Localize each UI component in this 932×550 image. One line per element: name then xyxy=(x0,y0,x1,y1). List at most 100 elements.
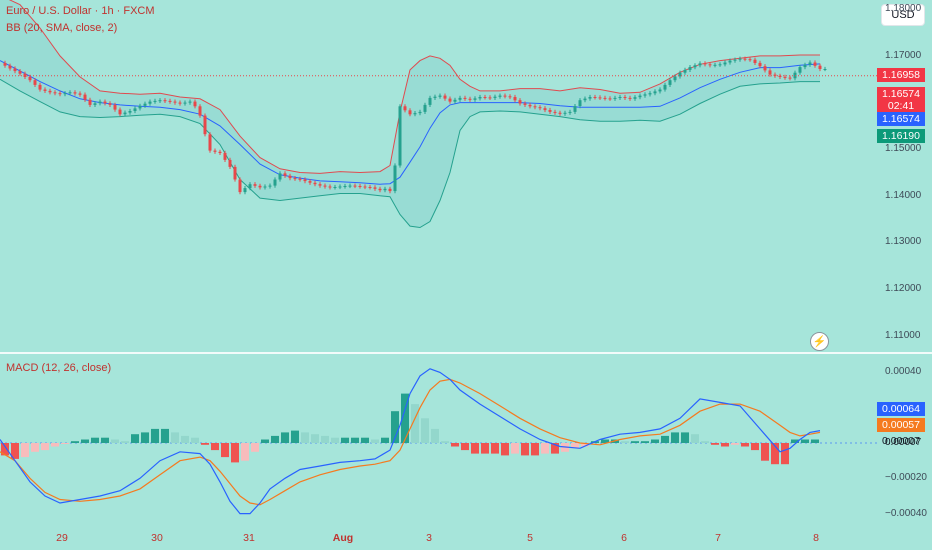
candle[interactable] xyxy=(83,92,87,102)
histogram-bar[interactable] xyxy=(381,437,389,443)
histogram-bar[interactable] xyxy=(541,443,549,454)
candle[interactable] xyxy=(323,183,327,189)
candle[interactable] xyxy=(8,63,12,71)
candle[interactable] xyxy=(373,185,377,191)
candle[interactable] xyxy=(133,106,137,114)
bollinger-bands-legend[interactable]: BB (20, SMA, close, 2) xyxy=(6,22,118,34)
candle[interactable] xyxy=(298,176,302,182)
candle[interactable] xyxy=(478,94,482,101)
candle[interactable] xyxy=(353,183,357,189)
candle[interactable] xyxy=(128,108,132,115)
candle[interactable] xyxy=(588,94,592,101)
candle[interactable] xyxy=(113,102,117,112)
candle[interactable] xyxy=(53,90,57,96)
candle[interactable] xyxy=(493,94,497,100)
candle[interactable] xyxy=(708,62,712,68)
bollinger-upper-band[interactable] xyxy=(0,0,820,174)
histogram-bar[interactable] xyxy=(551,443,559,454)
candle[interactable] xyxy=(423,102,427,114)
candle[interactable] xyxy=(413,111,417,117)
histogram-bar[interactable] xyxy=(621,441,629,443)
candle[interactable] xyxy=(573,104,577,114)
candle[interactable] xyxy=(283,171,287,178)
candle[interactable] xyxy=(163,98,167,103)
histogram-bar[interactable] xyxy=(421,418,429,443)
candle[interactable] xyxy=(18,69,22,76)
candle[interactable] xyxy=(228,157,232,169)
histogram-bar[interactable] xyxy=(81,439,89,444)
candle[interactable] xyxy=(78,91,82,97)
histogram-bar[interactable] xyxy=(311,434,319,443)
candle[interactable] xyxy=(333,184,337,190)
candle[interactable] xyxy=(418,109,422,116)
candle[interactable] xyxy=(223,150,227,162)
histogram-bar[interactable] xyxy=(341,437,349,443)
candle[interactable] xyxy=(368,184,372,190)
candle[interactable] xyxy=(583,96,587,103)
candle[interactable] xyxy=(483,94,487,100)
histogram-bar[interactable] xyxy=(451,443,459,447)
candle[interactable] xyxy=(248,182,252,191)
histogram-bar[interactable] xyxy=(681,432,689,443)
candle[interactable] xyxy=(158,98,162,103)
histogram-bar[interactable] xyxy=(71,441,79,443)
candle[interactable] xyxy=(33,78,37,87)
candle[interactable] xyxy=(523,101,527,107)
candle[interactable] xyxy=(338,184,342,190)
histogram-bar[interactable] xyxy=(531,443,539,456)
candle[interactable] xyxy=(63,91,67,97)
histogram-bar[interactable] xyxy=(461,443,469,451)
candle[interactable] xyxy=(263,184,267,190)
candle[interactable] xyxy=(698,61,702,68)
candle[interactable] xyxy=(388,186,392,194)
candle[interactable] xyxy=(768,68,772,77)
histogram-bar[interactable] xyxy=(391,411,399,443)
candle[interactable] xyxy=(58,91,62,97)
candle[interactable] xyxy=(148,99,152,106)
candle[interactable] xyxy=(603,95,607,101)
candle[interactable] xyxy=(288,173,292,181)
candle[interactable] xyxy=(313,180,317,187)
candle[interactable] xyxy=(538,105,542,111)
candle[interactable] xyxy=(108,101,112,107)
candle[interactable] xyxy=(203,113,207,137)
histogram-bar[interactable] xyxy=(131,434,139,443)
candle[interactable] xyxy=(643,92,647,98)
candle[interactable] xyxy=(213,148,217,154)
candle[interactable] xyxy=(773,72,777,78)
candle[interactable] xyxy=(348,183,352,189)
histogram-bar[interactable] xyxy=(41,443,49,451)
histogram-bar[interactable] xyxy=(691,434,699,443)
histogram-bar[interactable] xyxy=(101,437,109,443)
candle[interactable] xyxy=(783,74,787,80)
histogram-bar[interactable] xyxy=(201,443,209,445)
candle[interactable] xyxy=(123,110,127,117)
histogram-bar[interactable] xyxy=(721,443,729,447)
candle[interactable] xyxy=(628,95,632,101)
histogram-bar[interactable] xyxy=(171,432,179,443)
histogram-bar[interactable] xyxy=(671,432,679,443)
histogram-bar[interactable] xyxy=(271,435,279,443)
candle[interactable] xyxy=(663,82,667,92)
candle[interactable] xyxy=(813,60,817,68)
candle[interactable] xyxy=(68,90,72,96)
histogram-bar[interactable] xyxy=(371,439,379,444)
candle[interactable] xyxy=(488,95,492,100)
candle[interactable] xyxy=(293,176,297,181)
candle[interactable] xyxy=(308,179,312,185)
histogram-bar[interactable] xyxy=(501,443,509,456)
candle[interactable] xyxy=(668,78,672,87)
macd-pane[interactable] xyxy=(0,368,878,515)
candle[interactable] xyxy=(403,104,407,113)
candle[interactable] xyxy=(268,183,272,189)
histogram-bar[interactable] xyxy=(151,428,159,443)
histogram-bar[interactable] xyxy=(251,443,259,452)
histogram-bar[interactable] xyxy=(751,443,759,451)
candle[interactable] xyxy=(703,61,707,67)
candle[interactable] xyxy=(693,63,697,70)
candle[interactable] xyxy=(578,98,582,109)
histogram-bar[interactable] xyxy=(801,439,809,444)
histogram-bar[interactable] xyxy=(741,443,749,447)
histogram-bar[interactable] xyxy=(401,393,409,443)
